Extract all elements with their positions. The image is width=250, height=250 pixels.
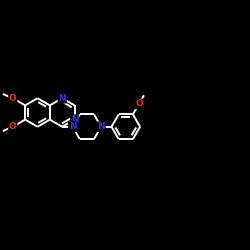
- Text: N: N: [69, 122, 76, 131]
- Text: O: O: [9, 94, 17, 103]
- Text: O: O: [135, 100, 143, 108]
- Text: O: O: [9, 122, 17, 131]
- Text: N: N: [97, 122, 105, 131]
- Text: N: N: [71, 115, 78, 124]
- Text: N: N: [58, 94, 66, 103]
